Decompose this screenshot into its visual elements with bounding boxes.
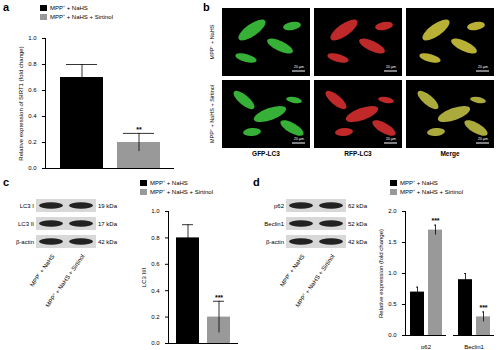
svg-text:0.0: 0.0 xyxy=(28,165,37,171)
svg-text:52 kDa: 52 kDa xyxy=(348,221,368,227)
html-text:MPP⁺ + NaHS + Sirtinol: MPP⁺ + NaHS + Sirtinol xyxy=(50,14,113,20)
svg-text:19 kDa: 19 kDa xyxy=(98,203,118,209)
svg-text:0.5: 0.5 xyxy=(388,301,397,307)
svg-text:0.2: 0.2 xyxy=(28,139,37,145)
svg-text:**: ** xyxy=(136,126,142,133)
svg-text:0.8: 0.8 xyxy=(151,235,160,241)
svg-text:1.0: 1.0 xyxy=(28,35,37,41)
svg-text:MPP⁺ + NaHS + Sirtinol: MPP⁺ + NaHS + Sirtinol xyxy=(44,253,85,308)
svg-text:1.5: 1.5 xyxy=(388,239,397,245)
svg-text:RFP-LC3: RFP-LC3 xyxy=(344,150,372,157)
svg-text:20 μm: 20 μm xyxy=(294,137,304,141)
svg-text:β-actin: β-actin xyxy=(266,239,284,245)
svg-text:GFP-LC3: GFP-LC3 xyxy=(252,150,280,157)
svg-text:MPP⁺ + NaHS: MPP⁺ + NaHS xyxy=(279,253,306,287)
svg-text:20 μm: 20 μm xyxy=(478,137,488,141)
svg-text:Relative expression (fold chan: Relative expression (fold change) xyxy=(378,229,384,318)
svg-text:MPP⁺ + NaHS + Sirtinol: MPP⁺ + NaHS + Sirtinol xyxy=(209,85,215,143)
svg-text:17 kDa: 17 kDa xyxy=(98,221,118,227)
svg-text:0.2: 0.2 xyxy=(151,314,160,320)
html-text:a: a xyxy=(3,1,10,13)
svg-text:***: *** xyxy=(479,304,487,311)
html-text:MPP⁺ + NaHS: MPP⁺ + NaHS xyxy=(50,5,88,11)
svg-text:0.4: 0.4 xyxy=(28,113,37,119)
svg-text:1.0: 1.0 xyxy=(151,208,160,214)
html-text:MPP⁺ + NaHS: MPP⁺ + NaHS xyxy=(400,180,438,186)
svg-text:0.6: 0.6 xyxy=(28,87,37,93)
svg-text:0.6: 0.6 xyxy=(151,261,160,267)
svg-text:0.0: 0.0 xyxy=(388,332,397,338)
svg-text:MPP⁺ + NaHS: MPP⁺ + NaHS xyxy=(209,24,215,59)
svg-text:***: *** xyxy=(431,217,439,224)
svg-text:Beclin1: Beclin1 xyxy=(464,344,484,349)
svg-text:***: *** xyxy=(215,294,223,301)
svg-text:LC3 I: LC3 I xyxy=(20,203,35,209)
html-text:c: c xyxy=(3,176,10,188)
svg-text:20 μm: 20 μm xyxy=(386,137,396,141)
svg-text:MPP⁺ + NaHS + Sirtinol: MPP⁺ + NaHS + Sirtinol xyxy=(294,253,335,308)
svg-text:20 μm: 20 μm xyxy=(294,65,304,69)
svg-text:Beclin1: Beclin1 xyxy=(264,221,284,227)
svg-text:β-actin: β-actin xyxy=(16,239,34,245)
svg-text:Relative expression of SIRT1 (: Relative expression of SIRT1 (fold chang… xyxy=(18,46,24,160)
html-text:b: b xyxy=(203,1,210,13)
html-text:MPP⁺ + NaHS + Sirtinol: MPP⁺ + NaHS + Sirtinol xyxy=(150,189,213,195)
svg-text:p62: p62 xyxy=(274,203,285,209)
svg-text:20 μm: 20 μm xyxy=(386,65,396,69)
html-text:MPP⁺ + NaHS: MPP⁺ + NaHS xyxy=(150,180,188,186)
svg-text:62 kDa: 62 kDa xyxy=(348,203,368,209)
svg-text:Merge: Merge xyxy=(440,150,460,158)
svg-text:0.4: 0.4 xyxy=(151,288,160,294)
svg-text:42 kDa: 42 kDa xyxy=(98,239,118,245)
svg-text:1.0: 1.0 xyxy=(388,270,397,276)
svg-text:42 kDa: 42 kDa xyxy=(348,239,368,245)
svg-text:2.0: 2.0 xyxy=(388,208,397,214)
html-text:MPP⁺ + NaHS + Sirtinol: MPP⁺ + NaHS + Sirtinol xyxy=(400,189,463,195)
svg-text:p62: p62 xyxy=(421,344,432,349)
svg-text:LC3 II/I: LC3 II/I xyxy=(141,267,147,287)
svg-text:0.8: 0.8 xyxy=(28,61,37,67)
svg-text:MPP⁺ + NaHS: MPP⁺ + NaHS xyxy=(29,253,56,287)
html-text:d: d xyxy=(253,176,260,188)
svg-text:20 μm: 20 μm xyxy=(478,65,488,69)
svg-text:LC3 II: LC3 II xyxy=(18,221,34,227)
svg-text:0.0: 0.0 xyxy=(151,340,160,346)
